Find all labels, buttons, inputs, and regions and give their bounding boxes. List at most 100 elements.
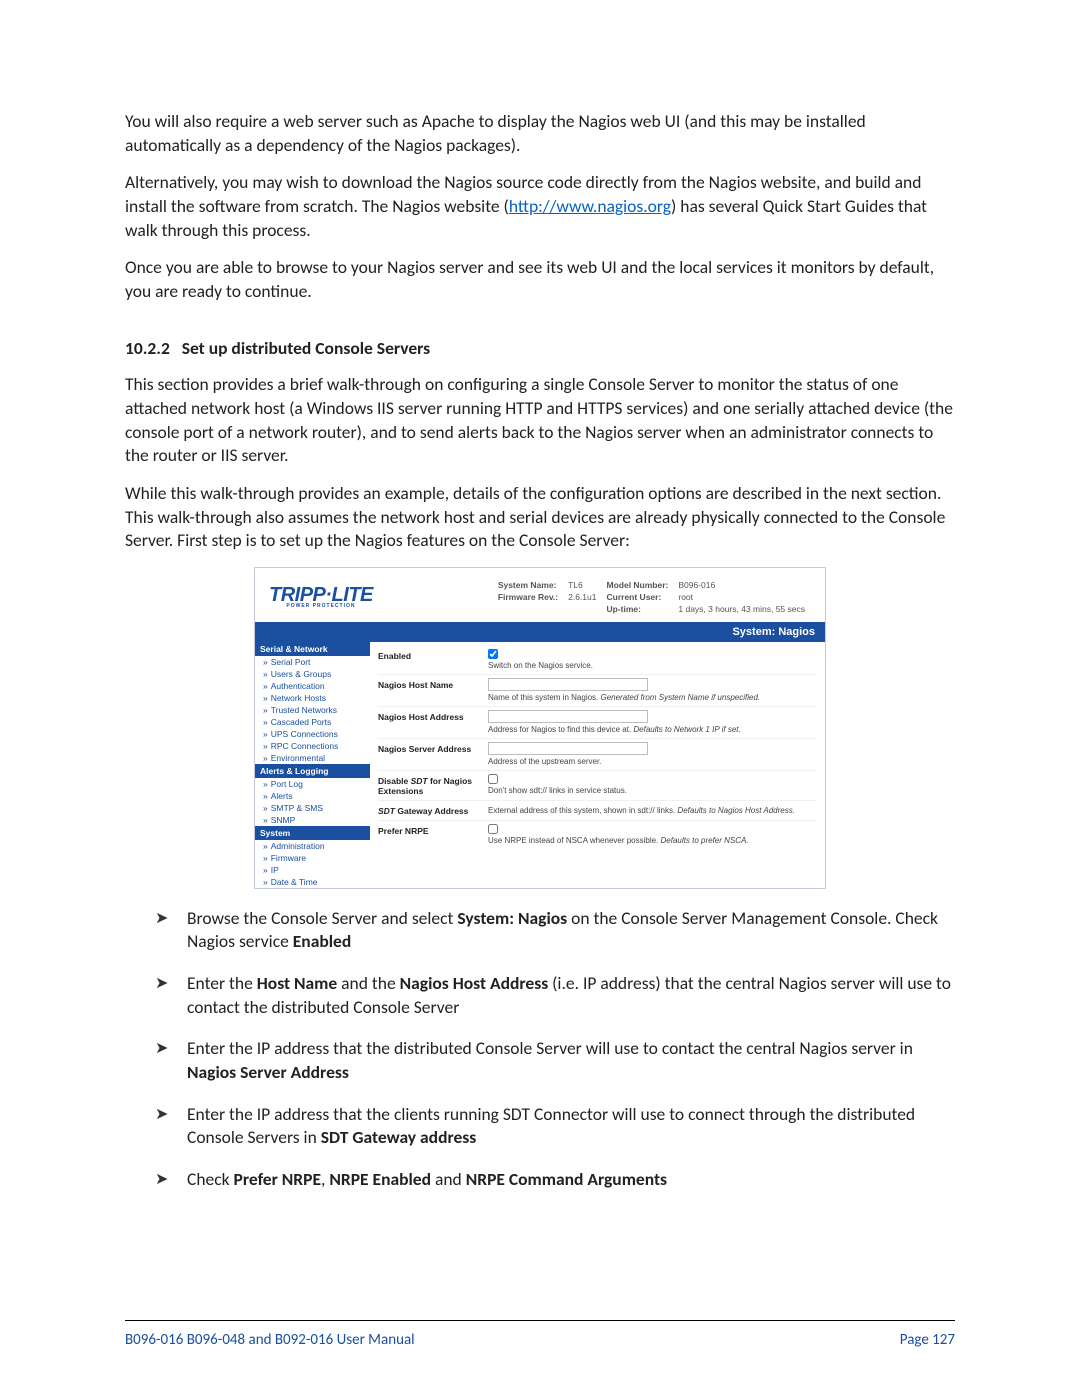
nav-item[interactable]: Port Log — [255, 778, 370, 790]
list-item: Check Prefer NRPE, NRPE Enabled and NRPE… — [155, 1168, 955, 1192]
uptime-value: 1 days, 3 hours, 43 mins, 55 secs — [674, 604, 809, 614]
text: Browse the Console Server and select — [187, 907, 457, 929]
uptime-label: Up-time: — [603, 604, 673, 614]
nav-item[interactable]: Alerts — [255, 790, 370, 802]
form-value: Don't show sdt:// links in service statu… — [488, 774, 817, 795]
form-row: Nagios Host NameName of this system in N… — [378, 674, 817, 706]
form-hint: Address for Nagios to find this device a… — [488, 725, 817, 734]
form-row: EnabledSwitch on the Nagios service. — [378, 646, 817, 674]
form-row: Disable SDT for Nagios ExtensionsDon't s… — [378, 770, 817, 800]
list-item: Enter the IP address that the clients ru… — [155, 1103, 955, 1150]
form-area: EnabledSwitch on the Nagios service.Nagi… — [370, 642, 825, 888]
nav-group: AdministrationFirmwareIPDate & Time — [255, 840, 370, 888]
nav-group: Port LogAlertsSMTP & SMSSNMP — [255, 778, 370, 826]
nav-item[interactable]: IP — [255, 864, 370, 876]
screenshot-body: Serial & Network Serial PortUsers & Grou… — [255, 642, 825, 888]
text-bold: Enabled — [293, 930, 351, 952]
form-row: SDT Gateway AddressExternal address of t… — [378, 800, 817, 820]
nav-item[interactable]: Date & Time — [255, 876, 370, 888]
user-value: root — [674, 592, 809, 602]
form-label: Nagios Host Address — [378, 710, 488, 722]
model-label: Model Number: — [603, 580, 673, 590]
model-value: B096-016 — [674, 580, 809, 590]
heading-number: 10.2.2 — [125, 337, 170, 359]
list-item: Enter the Host Name and the Nagios Host … — [155, 972, 955, 1019]
checkbox[interactable] — [488, 824, 498, 834]
form-row: Prefer NRPEUse NRPE instead of NSCA when… — [378, 820, 817, 849]
user-label: Current User: — [603, 592, 673, 602]
nav-item[interactable]: Administration — [255, 840, 370, 852]
paragraph: While this walk-through provides an exam… — [125, 482, 955, 553]
instruction-list: Browse the Console Server and select Sys… — [155, 907, 955, 1192]
system-info: System Name: TL6 Model Number: B096-016 … — [492, 578, 811, 616]
nav-item[interactable]: Network Hosts — [255, 692, 370, 704]
nav-header-alerts: Alerts & Logging — [255, 764, 370, 778]
paragraph: Once you are able to browse to your Nagi… — [125, 256, 955, 303]
checkbox[interactable] — [488, 649, 498, 659]
nav-item[interactable]: Authentication — [255, 680, 370, 692]
text-bold: Nagios Host Address — [400, 972, 549, 994]
form-label: Prefer NRPE — [378, 824, 488, 836]
section-heading: 10.2.2 Set up distributed Console Server… — [125, 337, 955, 359]
nav-item[interactable]: SMTP & SMS — [255, 802, 370, 814]
form-label: Nagios Server Address — [378, 742, 488, 754]
nav-item[interactable]: Environmental — [255, 752, 370, 764]
nav-item[interactable]: Firmware — [255, 852, 370, 864]
text: and — [431, 1168, 466, 1190]
nav-group: Serial PortUsers & GroupsAuthenticationN… — [255, 656, 370, 764]
nav-item[interactable]: RPC Connections — [255, 740, 370, 752]
form-hint: Address of the upstream server. — [488, 757, 817, 766]
screenshot-header: TRIPP·LITE POWER PROTECTION System Name:… — [255, 568, 825, 622]
form-row: Nagios Server AddressAddress of the upst… — [378, 738, 817, 770]
form-value: Use NRPE instead of NSCA whenever possib… — [488, 824, 817, 845]
form-value: External address of this system, shown i… — [488, 804, 817, 815]
nagios-screenshot: TRIPP·LITE POWER PROTECTION System Name:… — [254, 567, 826, 889]
sysname-value: TL6 — [564, 580, 600, 590]
checkbox[interactable] — [488, 774, 498, 784]
nav-sidebar: Serial & Network Serial PortUsers & Grou… — [255, 642, 370, 888]
form-value: Name of this system in Nagios. Generated… — [488, 678, 817, 702]
text-input[interactable] — [488, 742, 648, 755]
text-bold: NRPE Enabled — [329, 1168, 431, 1190]
sysname-label: System Name: — [494, 580, 562, 590]
tripplite-logo: TRIPP·LITE POWER PROTECTION — [269, 586, 373, 609]
paragraph: Alternatively, you may wish to download … — [125, 171, 955, 242]
text-input[interactable] — [488, 710, 648, 723]
form-row: Nagios Host AddressAddress for Nagios to… — [378, 706, 817, 738]
list-item: Enter the IP address that the distribute… — [155, 1037, 955, 1084]
form-label: Nagios Host Name — [378, 678, 488, 690]
fw-label: Firmware Rev.: — [494, 592, 562, 602]
nav-item[interactable]: Trusted Networks — [255, 704, 370, 716]
footer-right: Page 127 — [900, 1331, 955, 1349]
nagios-link[interactable]: http://www.nagios.org — [509, 195, 671, 217]
text-input[interactable] — [488, 678, 648, 691]
text: and the — [337, 972, 399, 994]
nav-header-serial: Serial & Network — [255, 642, 370, 656]
form-hint: Use NRPE instead of NSCA whenever possib… — [488, 836, 817, 845]
nav-item[interactable]: Serial Port — [255, 656, 370, 668]
form-label: Disable SDT for Nagios Extensions — [378, 774, 488, 796]
paragraph: This section provides a brief walk-throu… — [125, 373, 955, 468]
text-bold: SDT Gateway address — [321, 1126, 477, 1148]
form-value: Address of the upstream server. — [488, 742, 817, 766]
page-title-bar: System: Nagios — [255, 622, 825, 642]
form-value: Switch on the Nagios service. — [488, 649, 817, 670]
text-bold: System: Nagios — [457, 907, 567, 929]
form-hint: External address of this system, shown i… — [488, 806, 817, 815]
form-label: Enabled — [378, 649, 488, 661]
nav-item[interactable]: Cascaded Ports — [255, 716, 370, 728]
text-bold: Nagios Server Address — [187, 1061, 349, 1083]
text-bold: NRPE Command Arguments — [466, 1168, 667, 1190]
nav-item[interactable]: UPS Connections — [255, 728, 370, 740]
text: Enter the — [187, 972, 257, 994]
form-hint: Don't show sdt:// links in service statu… — [488, 786, 817, 795]
heading-text: Set up distributed Console Servers — [182, 337, 430, 359]
form-hint: Name of this system in Nagios. Generated… — [488, 693, 817, 702]
text: Enter the IP address that the clients ru… — [187, 1103, 915, 1149]
footer-left: B096-016 B096-048 and B092-016 User Manu… — [125, 1331, 415, 1349]
text: Check — [187, 1168, 234, 1190]
nav-item[interactable]: SNMP — [255, 814, 370, 826]
text: Enter the IP address that the distribute… — [187, 1037, 913, 1059]
document-page: You will also require a web server such … — [0, 0, 1080, 1397]
nav-item[interactable]: Users & Groups — [255, 668, 370, 680]
